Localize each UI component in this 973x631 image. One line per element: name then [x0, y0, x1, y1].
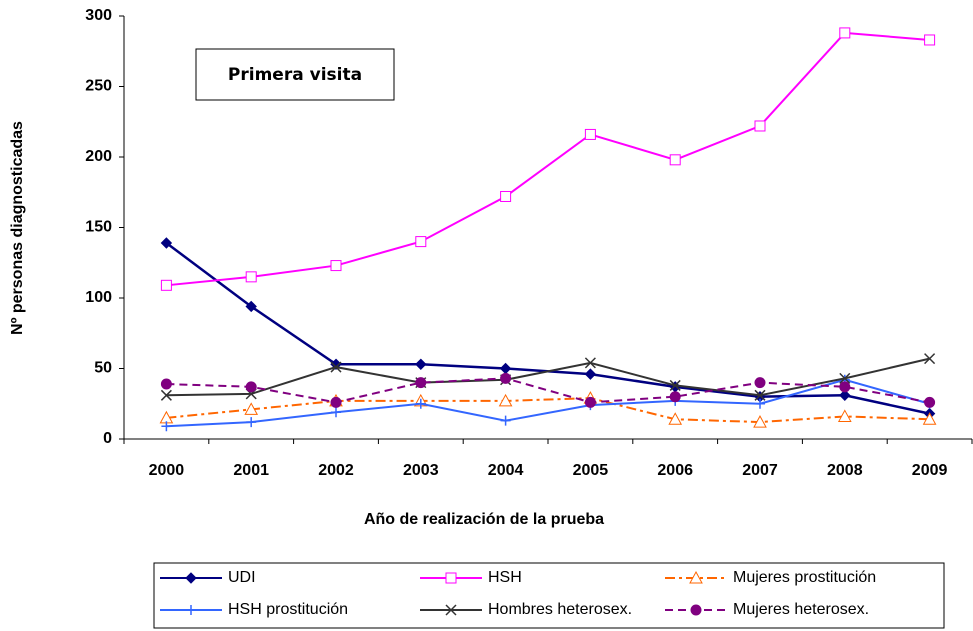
x-tick-label: 2009: [912, 462, 948, 479]
marker: [839, 372, 851, 384]
x-tick-label: 2004: [488, 462, 524, 479]
legend-marker: [689, 570, 703, 584]
marker: [160, 378, 172, 390]
marker: [245, 381, 257, 393]
marker: [500, 415, 511, 426]
marker: [160, 389, 172, 401]
y-axis-title: Nº personas diagnosticadas: [9, 121, 26, 335]
y-tick-label: 300: [85, 7, 112, 24]
y-tick-label: 0: [103, 430, 112, 447]
x-tick-label: 2006: [657, 462, 693, 479]
marker: [499, 362, 512, 375]
y-tick-label: 50: [94, 360, 112, 377]
y-tick-label: 100: [85, 289, 112, 306]
y-tick-label: 200: [85, 148, 112, 165]
marker: [839, 27, 851, 39]
marker: [754, 377, 766, 389]
x-tick-label: 2007: [742, 462, 778, 479]
marker: [415, 236, 427, 248]
marker: [160, 237, 173, 249]
marker: [415, 398, 426, 409]
series-line: [166, 357, 930, 397]
marker: [839, 381, 851, 393]
annotation: Primera visita: [228, 65, 362, 85]
marker: [924, 396, 936, 408]
marker: [245, 300, 257, 313]
series-line: [166, 31, 930, 287]
marker: [415, 377, 427, 389]
marker: [755, 398, 765, 409]
marker: [498, 393, 513, 407]
marker: [584, 128, 596, 140]
annotation-box: [195, 48, 395, 101]
marker: [584, 396, 596, 408]
marker: [839, 389, 851, 401]
x-tick-label: 2005: [573, 462, 609, 479]
x-tick-label: 2002: [318, 462, 354, 479]
x-tick-label: 2000: [149, 462, 185, 479]
x-tick-label: 2001: [233, 462, 269, 479]
legend-label: Mujeres heterosex.: [733, 601, 869, 618]
marker: [924, 34, 936, 46]
marker: [584, 357, 596, 369]
legend-label: HSH: [488, 569, 522, 586]
legend-marker: [445, 604, 457, 616]
marker: [669, 379, 681, 391]
marker: [753, 415, 767, 428]
series-line: [166, 397, 930, 424]
legend-marker: [186, 605, 196, 615]
marker: [330, 260, 342, 272]
marker: [924, 353, 936, 365]
marker: [668, 412, 683, 425]
marker: [415, 358, 427, 370]
marker: [331, 407, 341, 418]
legend-box: [153, 562, 945, 629]
marker: [245, 271, 257, 283]
y-tick-label: 250: [85, 78, 112, 95]
marker: [669, 391, 681, 403]
legend-label: Mujeres prostitución: [733, 569, 876, 586]
marker: [837, 409, 852, 422]
marker: [246, 417, 257, 428]
y-tick-label: 150: [85, 219, 112, 236]
marker: [244, 402, 259, 415]
marker: [500, 190, 512, 202]
legend-label: HSH prostitución: [228, 601, 348, 618]
legend-label: UDI: [228, 569, 256, 586]
marker: [160, 279, 172, 291]
marker: [500, 372, 512, 384]
marker: [754, 120, 766, 132]
x-tick-label: 2003: [403, 462, 439, 479]
marker: [754, 389, 766, 401]
legend-marker: [185, 572, 197, 584]
marker: [330, 396, 342, 408]
series-line: [166, 378, 930, 428]
marker: [669, 154, 681, 166]
legend-marker: [445, 572, 457, 584]
marker: [330, 361, 342, 373]
x-axis-title: Año de realización de la prueba: [364, 511, 604, 528]
marker: [922, 412, 937, 425]
legend-label: Hombres heterosex.: [488, 601, 632, 618]
legend-marker: [690, 604, 702, 616]
marker: [584, 368, 597, 380]
marker: [161, 421, 172, 432]
series-line: [166, 377, 930, 404]
x-tick-label: 2008: [827, 462, 863, 479]
